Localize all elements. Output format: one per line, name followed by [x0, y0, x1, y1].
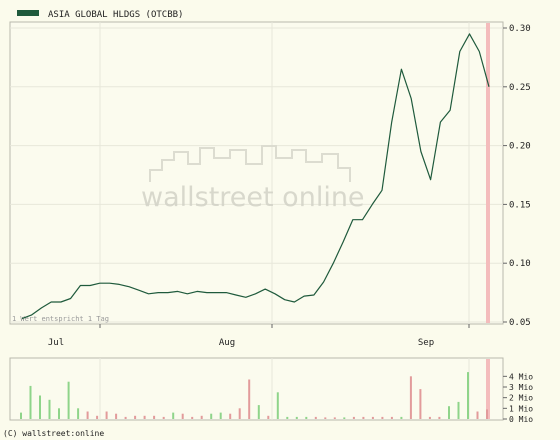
- volume-bar: [115, 413, 118, 419]
- price-series: [21, 33, 490, 320]
- price-x-tick-label: Jul: [48, 338, 64, 348]
- volume-bar: [295, 416, 298, 419]
- volume-bar: [305, 416, 308, 419]
- volume-bar: [229, 413, 232, 419]
- volume-bar: [276, 392, 279, 419]
- volume-bar: [400, 416, 403, 419]
- price-y-tick-label: 0.25: [509, 83, 531, 93]
- volume-y-tick-label: 2 Mio: [509, 394, 533, 403]
- price-line: [21, 33, 490, 320]
- volume-bar: [371, 416, 374, 419]
- volume-bar: [105, 411, 108, 419]
- volume-bar: [77, 408, 80, 419]
- volume-bar: [58, 408, 60, 419]
- volume-bar: [86, 411, 89, 419]
- price-x-tick-label: Sep: [418, 338, 434, 348]
- volume-bar: [67, 381, 70, 419]
- volume-bar: [390, 416, 393, 419]
- volume-bar: [419, 389, 422, 419]
- volume-bar: [409, 376, 412, 419]
- volume-bar: [238, 408, 241, 419]
- copyright: (C) wallstreet:online: [3, 429, 104, 438]
- volume-bar: [343, 417, 346, 419]
- watermark: wallstreet online: [141, 145, 365, 213]
- sampling-note: 1 Wert entspricht 1 Tag: [12, 315, 109, 323]
- volume-y-tick-label: 0 Mio: [509, 415, 533, 424]
- price-y-tick-label: 0.15: [509, 200, 531, 210]
- volume-plot-frame: [9, 357, 504, 421]
- volume-bar: [219, 412, 222, 419]
- volume-bar: [96, 415, 99, 419]
- price-y-axis: 0.30 0.25 0.20 0.15 0.10 0.05: [503, 24, 531, 328]
- volume-y-tick-label: 1 Mio: [509, 404, 533, 413]
- volume-bar: [257, 405, 260, 419]
- volume-bar: [248, 379, 251, 419]
- volume-y-tick-label: 3 Mio: [509, 383, 533, 392]
- volume-bar: [29, 385, 32, 419]
- price-x-tick-label: Aug: [219, 338, 235, 348]
- volume-bar: [286, 416, 289, 419]
- price-grid: [10, 22, 503, 324]
- price-y-tick-label: 0.10: [509, 259, 531, 269]
- price-panel: wallstreet online 1 Wert entspricht 1 Ta…: [9, 21, 531, 348]
- watermark-text: wallstreet online: [141, 182, 365, 213]
- volume-bar: [153, 415, 156, 419]
- volume-bar: [314, 416, 317, 419]
- price-x-axis: Jul Aug Sep: [48, 324, 470, 348]
- price-y-tick-label: 0.05: [509, 318, 531, 328]
- volume-bar: [143, 415, 146, 419]
- volume-bar: [210, 413, 213, 419]
- volume-latest-highlight: [486, 359, 490, 419]
- volume-bar: [476, 411, 479, 419]
- volume-bar: [267, 415, 270, 419]
- volume-bar: [191, 416, 194, 419]
- volume-bar: [457, 401, 460, 419]
- volume-bar: [162, 416, 165, 419]
- volume-bar: [324, 417, 327, 419]
- latest-value-highlight: [486, 23, 490, 323]
- volume-bar: [362, 416, 365, 419]
- volume-bar: [438, 416, 441, 419]
- volume-bar: [124, 416, 127, 419]
- volume-bar: [486, 409, 488, 419]
- volume-bar: [381, 416, 384, 419]
- volume-bar: [200, 415, 203, 419]
- volume-bar: [428, 416, 431, 419]
- volume-bar: [467, 372, 469, 419]
- price-y-tick-label: 0.30: [509, 24, 531, 34]
- legend-label: ASIA GLOBAL HLDGS (OTCBB): [48, 10, 183, 20]
- volume-bar: [134, 415, 137, 419]
- volume-bar: [48, 399, 51, 419]
- volume-bar: [181, 413, 184, 419]
- volume-bar: [172, 412, 175, 419]
- volume-y-tick-label: 4 Mio: [509, 372, 533, 381]
- price-plot-frame: [9, 21, 504, 325]
- volume-bar: [333, 417, 336, 419]
- legend-swatch: [17, 10, 39, 16]
- volume-bar: [39, 395, 41, 419]
- volume-bars: [20, 372, 488, 419]
- volume-bar: [448, 406, 450, 419]
- volume-bar: [20, 412, 22, 419]
- price-y-tick-label: 0.20: [509, 142, 531, 152]
- volume-bar: [352, 416, 355, 419]
